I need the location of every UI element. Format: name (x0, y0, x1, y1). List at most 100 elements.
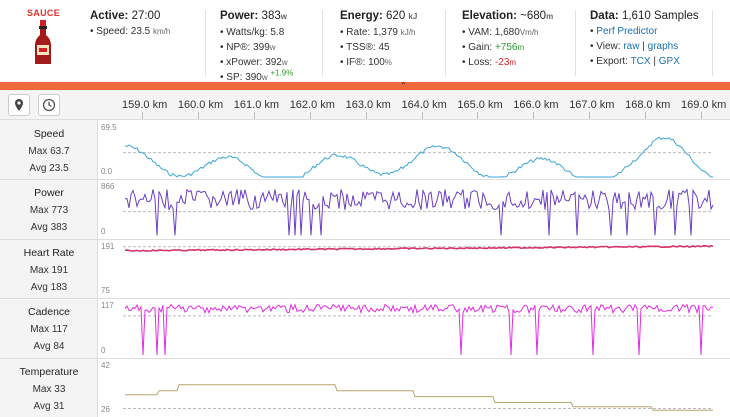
energy-unit: kJ (408, 12, 418, 21)
row-separator (0, 238, 730, 240)
time-mode-button[interactable] (38, 94, 60, 116)
temperature-label: Temperature Max 33 Avg 31 (0, 364, 98, 415)
distance-tick-mark (197, 112, 199, 119)
temperature-trace (125, 383, 713, 411)
perf-predictor-link[interactable]: Perf Predictor (596, 26, 658, 37)
stats-header: SAUCE Active: 27:00 • Speed: 23.5 km/h P… (0, 0, 730, 84)
speed-trace (124, 136, 713, 178)
speed-y-tick: 0.0 (101, 167, 113, 177)
heart-rate-y-tick: 75 (101, 286, 110, 296)
cadence-trace (124, 303, 714, 356)
temperature-title: Temperature (19, 365, 79, 378)
sp-label: SP: (226, 72, 243, 83)
distance-tick-mark (477, 112, 479, 119)
distance-tick-mark (701, 112, 702, 119)
loss-unit: m (509, 58, 517, 67)
heart-rate-label: Heart Rate Max 191 Avg 183 (0, 245, 98, 296)
power-value: 383 (261, 10, 281, 22)
distance-tick-label: 166.0 km (513, 99, 559, 111)
speed-label: Speed: (96, 26, 128, 37)
power-y-tick: 0 (101, 226, 106, 236)
speed-avg-label: Avg 23.5 (29, 163, 69, 174)
speed-max-label: Max 63.7 (28, 146, 70, 157)
power-label: Power Max 773 Avg 383 (0, 185, 98, 236)
if-value: 100 (368, 57, 385, 68)
wkg-label: Watts/kg: (226, 27, 268, 38)
view-graphs-link[interactable]: graphs (647, 41, 679, 52)
distance-tick-mark (421, 112, 423, 119)
vam-label: VAM: (468, 27, 492, 38)
cadence-y-tick: 117 (101, 301, 114, 311)
loss-label: Loss: (468, 57, 493, 68)
data-label: Data: (590, 10, 619, 22)
xpower-value: 392 (265, 57, 282, 68)
distance-tick-label: 164.0 km (401, 99, 447, 111)
elevation-unit: m (546, 12, 554, 21)
row-separator (0, 298, 730, 300)
power-plot[interactable] (99, 179, 730, 238)
loss-value: -23 (494, 57, 510, 68)
temperature-max-label: Max 33 (32, 383, 66, 395)
distance-tick-label: 163.0 km (345, 99, 391, 111)
heart-rate-max-label: Max 191 (29, 264, 69, 276)
distance-tick-mark (365, 112, 367, 119)
np-unit: w (269, 43, 276, 52)
speed-y-tick: 69.5 (101, 123, 117, 132)
energy-value: 620 (386, 10, 406, 22)
clock-icon (42, 98, 56, 112)
distance-mode-button[interactable] (8, 94, 30, 116)
heart-rate-y-tick: 191 (101, 241, 115, 251)
distance-tick-label: 167.0 km (569, 99, 615, 111)
heart-rate-avg-label: Avg 183 (30, 281, 68, 293)
temperature-y-tick: 42 (101, 360, 110, 370)
active-label: Active: (90, 10, 129, 22)
tss-label: TSS®: (346, 42, 376, 53)
distance-tick-label: 160.0 km (177, 99, 224, 111)
energy-stats: Energy: 620 kJ • Rate: 1,379 kJ/h • TSS®… (340, 10, 418, 68)
if-label: IF®: (346, 57, 366, 68)
power-stats: Power: 383w • Watts/kg: 5.8 • NP®: 399w … (220, 10, 294, 83)
np-label: NP®: (226, 42, 251, 53)
active-value: 27:00 (131, 10, 161, 22)
elevation-label: Elevation: (462, 10, 517, 22)
cadence-plot[interactable] (99, 298, 730, 357)
vam-unit: Vm/h (519, 28, 539, 37)
metric-plots: 69.5 0.0 866 0 191 75 117 0 42 26 (99, 120, 730, 417)
export-tcx-link[interactable]: TCX (630, 56, 651, 67)
sauce-bottle-icon (35, 20, 51, 64)
chart-toolbar: 159.0 km 160.0 km 161.0 km 162.0 km 163.0 km… (0, 90, 730, 120)
distance-tick-label: 159.0 km (122, 99, 168, 111)
xpower-label: xPower: (226, 57, 263, 68)
power-title: Power (34, 187, 64, 200)
xpower-unit: w (281, 58, 288, 67)
distance-tick-label: 162.0 km (289, 99, 335, 111)
row-separator (0, 357, 730, 359)
speed-label: Speed Max 63.7 Avg 23.5 (0, 126, 98, 177)
map-pin-icon (15, 99, 23, 111)
speed-plot[interactable] (99, 120, 730, 179)
power-trace (124, 188, 714, 236)
chart-pane: 159.0 km 160.0 km 161.0 km 162.0 km 163.0 km… (0, 90, 730, 417)
chevron-up-icon[interactable]: ⌃ (400, 81, 407, 90)
if-unit: % (384, 58, 392, 67)
distance-tick-label: 168.0 km (625, 99, 671, 111)
temperature-y-tick: 26 (101, 405, 110, 414)
speed-unit: km/h (153, 27, 171, 36)
export-gpx-link[interactable]: GPX (658, 56, 680, 67)
vam-value: 1,680 (494, 27, 520, 38)
distance-tick-label: 161.0 km (233, 99, 280, 111)
collapse-bar[interactable]: ⌃ (0, 81, 730, 90)
speed-value: 23.5 (130, 26, 151, 37)
view-raw-link[interactable]: raw (623, 41, 640, 52)
cadence-max-label: Max 117 (30, 324, 68, 336)
row-separator (0, 179, 730, 181)
sp-delta: +1.9% (270, 68, 294, 78)
gain-label: Gain: (468, 42, 493, 53)
metric-labels: Speed Max 63.7 Avg 23.5 Power Max 773 Avg 383… (0, 120, 98, 417)
heart-rate-plot[interactable] (99, 239, 730, 298)
power-avg-label: Avg 383 (30, 222, 68, 234)
temperature-avg-label: Avg 31 (33, 400, 65, 412)
power-max-label: Max 773 (29, 205, 69, 217)
temperature-plot[interactable] (99, 358, 730, 417)
gain-unit: m (517, 43, 525, 52)
